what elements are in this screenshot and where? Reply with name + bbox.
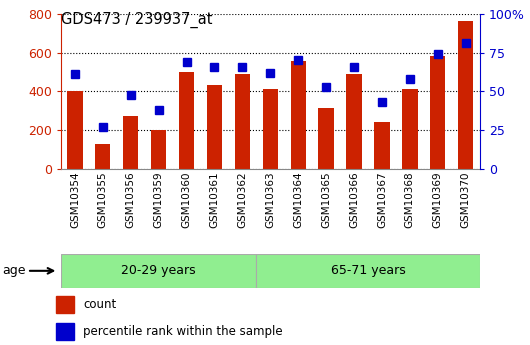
Bar xyxy=(257,254,480,288)
Text: GSM10355: GSM10355 xyxy=(98,171,108,228)
Text: GSM10364: GSM10364 xyxy=(293,171,303,228)
Text: GSM10367: GSM10367 xyxy=(377,171,387,228)
Text: percentile rank within the sample: percentile rank within the sample xyxy=(83,325,282,338)
Bar xyxy=(263,89,278,169)
Text: GSM10360: GSM10360 xyxy=(182,171,191,228)
Bar xyxy=(319,108,334,169)
Bar xyxy=(402,89,418,169)
Text: count: count xyxy=(83,298,116,311)
Bar xyxy=(67,91,83,169)
Text: GSM10365: GSM10365 xyxy=(321,171,331,228)
Bar xyxy=(179,72,194,169)
Text: GDS473 / 239937_at: GDS473 / 239937_at xyxy=(61,12,213,28)
Text: GSM10369: GSM10369 xyxy=(433,171,443,228)
Text: GSM10366: GSM10366 xyxy=(349,171,359,228)
Text: age: age xyxy=(3,264,26,277)
Bar xyxy=(56,323,74,339)
Bar xyxy=(56,296,74,313)
Text: GSM10370: GSM10370 xyxy=(461,171,471,228)
Text: GSM10354: GSM10354 xyxy=(70,171,80,228)
Text: GSM10361: GSM10361 xyxy=(209,171,219,228)
Bar xyxy=(151,130,166,169)
Bar xyxy=(61,254,257,288)
Text: GSM10359: GSM10359 xyxy=(154,171,164,228)
Bar xyxy=(374,122,390,169)
Bar xyxy=(123,116,138,169)
Text: GSM10356: GSM10356 xyxy=(126,171,136,228)
Text: GSM10368: GSM10368 xyxy=(405,171,415,228)
Text: GSM10362: GSM10362 xyxy=(237,171,248,228)
Text: GSM10363: GSM10363 xyxy=(266,171,275,228)
Bar xyxy=(290,61,306,169)
Bar xyxy=(458,21,473,169)
Text: 65-71 years: 65-71 years xyxy=(331,264,405,277)
Bar xyxy=(347,74,361,169)
Bar xyxy=(430,57,445,169)
Bar xyxy=(235,74,250,169)
Bar xyxy=(95,144,110,169)
Bar xyxy=(207,85,222,169)
Text: 20-29 years: 20-29 years xyxy=(121,264,196,277)
